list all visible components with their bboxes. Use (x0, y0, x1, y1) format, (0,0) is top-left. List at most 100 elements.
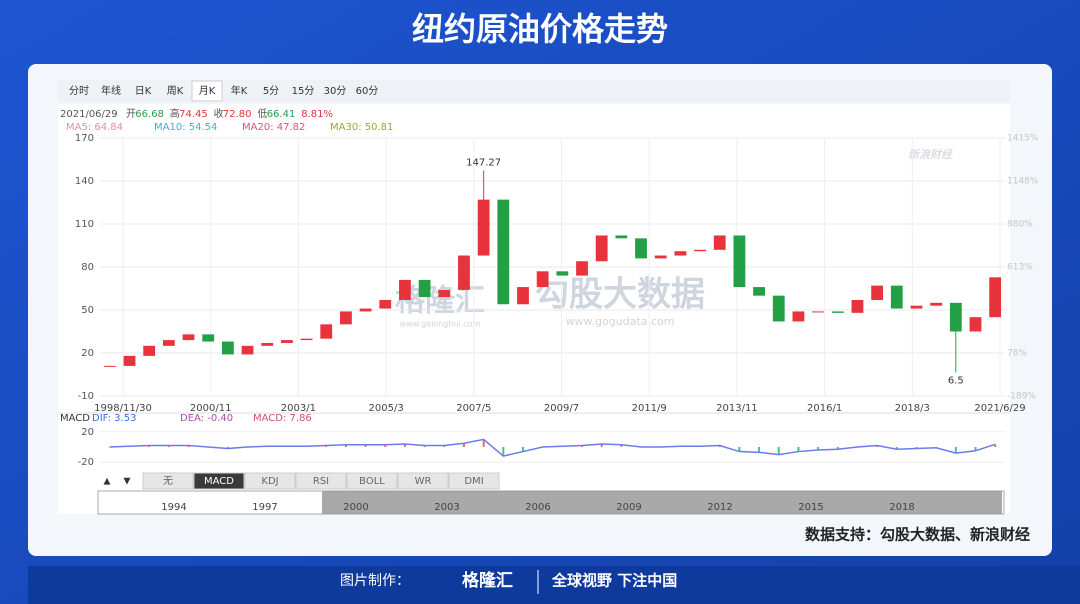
tab[interactable]: 15分 (292, 85, 315, 97)
timeline-label: 2012 (707, 502, 732, 513)
info-text: 72.80 (223, 109, 252, 120)
indicator-button[interactable] (142, 472, 194, 490)
candle (517, 287, 529, 305)
x-tick-label: 2013/11 (716, 403, 758, 414)
timeline-label: 2003 (434, 502, 459, 513)
candle (359, 308, 372, 312)
timeline-label: 2009 (616, 502, 641, 513)
x-tick-label: 2007/5 (456, 403, 491, 414)
timeline-window[interactable] (322, 491, 1002, 514)
indicator-button[interactable] (193, 472, 245, 490)
toolbar (58, 80, 1010, 102)
candle (143, 345, 156, 356)
watermark: www.gogudata.com (566, 315, 675, 328)
candle (713, 235, 726, 250)
y-tick-label: 110 (75, 219, 94, 230)
candle (182, 334, 195, 341)
macd-bar (521, 447, 524, 452)
y-tick-label: 80 (81, 262, 94, 273)
indicator-label[interactable]: BOLL (359, 476, 385, 487)
indicator-button[interactable] (448, 472, 500, 490)
macd-bar (108, 447, 111, 448)
indicator-button[interactable] (346, 472, 398, 490)
macd-bar (600, 443, 603, 447)
y-tick-label: 170 (75, 133, 94, 144)
macd-bar (994, 444, 997, 447)
tab[interactable]: 周K (167, 85, 184, 97)
macd-tick-label: -20 (78, 457, 94, 468)
indicator-label[interactable]: DMI (464, 476, 483, 487)
candle (930, 302, 943, 306)
x-tick-label: 2011/9 (632, 403, 667, 414)
source: 数据支持：勾股大数据、新浪财经 (805, 526, 1030, 544)
timeline-label: 2015 (798, 502, 823, 513)
candle (123, 355, 136, 366)
timeline-label: 1994 (161, 502, 186, 513)
tab[interactable]: 60分 (356, 85, 379, 97)
candle (458, 255, 470, 290)
candle (989, 277, 1002, 318)
macd-bar (758, 447, 761, 453)
candle (497, 199, 510, 305)
candle (320, 324, 333, 339)
tab[interactable]: 月K (199, 85, 216, 97)
candle (438, 289, 451, 298)
macd-label: MACD (60, 413, 90, 424)
watermark: 新浪财经 (908, 148, 953, 161)
info-text: 2021/06/29 (60, 109, 118, 120)
candle (851, 299, 864, 313)
x-tick-label: 2016/1 (807, 403, 842, 414)
candle (300, 338, 313, 341)
indicator-button[interactable] (244, 472, 296, 490)
candle (694, 249, 706, 252)
indicator-label[interactable]: RSI (313, 476, 329, 487)
candle (792, 311, 805, 322)
candle (418, 279, 431, 298)
candle (399, 279, 411, 300)
x-tick-label: 2009/7 (544, 403, 579, 414)
macd-bar (167, 445, 170, 447)
indicator-label[interactable]: KDJ (261, 476, 278, 487)
indicator-button[interactable] (295, 472, 347, 490)
dif-line (109, 438, 996, 457)
macd-bar (817, 447, 820, 451)
indicator-label[interactable]: 无 (163, 476, 173, 487)
chart-panel (58, 104, 1010, 514)
active-tab (191, 80, 223, 102)
watermark: 勾股大数据 (535, 275, 705, 315)
indicator-label[interactable]: MACD (204, 476, 234, 487)
timeline-label: 2000 (343, 502, 368, 513)
macd-label: DEA: -0.40 (180, 413, 233, 424)
candle (241, 345, 254, 355)
candle (674, 251, 687, 256)
info-text: 开 (126, 109, 136, 120)
tab[interactable]: 5分 (263, 85, 279, 97)
tab[interactable]: 年K (231, 84, 248, 97)
tab[interactable]: 30分 (324, 85, 347, 97)
made-by: 图片制作： (340, 573, 410, 589)
timeline-label: 2018 (889, 502, 914, 513)
candle (949, 302, 962, 332)
candle (890, 285, 903, 309)
tab[interactable]: 年线 (101, 84, 121, 97)
tab[interactable]: 分时 (69, 85, 89, 97)
title: 纽约原油价格走势 (412, 10, 668, 48)
footer-bar (28, 566, 1080, 604)
arrow[interactable]: ▲ (104, 477, 111, 487)
tab[interactable]: 日K (135, 86, 152, 97)
macd-bar (482, 439, 485, 447)
y2-tick-label: -189% (1007, 392, 1036, 402)
y2-tick-label: 1415% (1007, 134, 1039, 144)
candle (103, 365, 116, 367)
indicator-label[interactable]: WR (415, 476, 432, 487)
x-tick-label: 2000/11 (190, 403, 232, 414)
watermark: www.gelonghui.com (400, 320, 481, 329)
macd-bar (836, 447, 839, 450)
arrow[interactable]: ▼ (124, 477, 131, 487)
macd-bar (443, 445, 446, 447)
x-tick-label: 1998/11/30 (94, 403, 152, 414)
y-tick-label: -10 (78, 391, 94, 402)
macd-bar (226, 447, 229, 449)
indicator-button[interactable] (397, 472, 449, 490)
